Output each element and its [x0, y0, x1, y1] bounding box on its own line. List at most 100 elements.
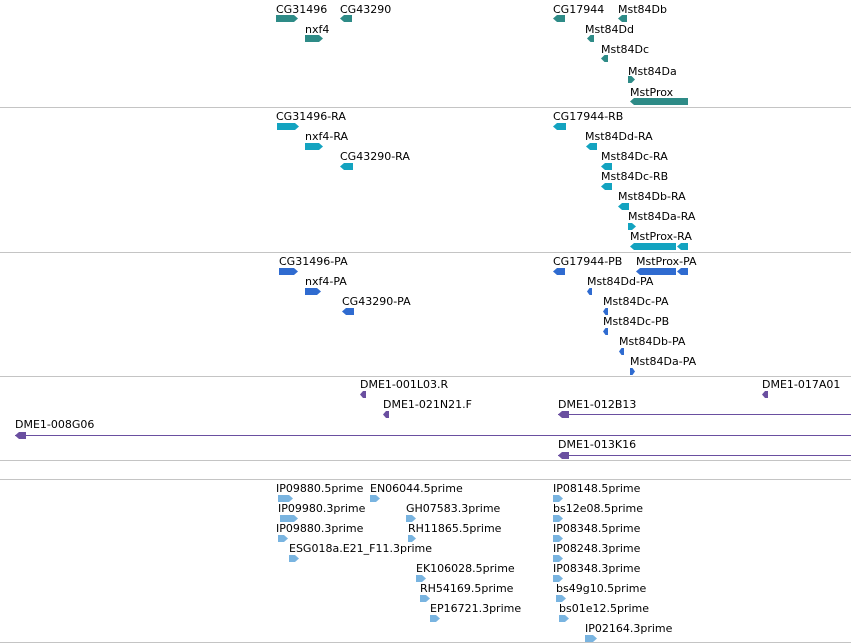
feature-label[interactable]: Mst84Dc-RA [601, 150, 668, 163]
feature-label[interactable]: MstProx-PA [636, 255, 697, 268]
feature-label[interactable]: IP09880.5prime [276, 482, 364, 495]
forward-arrow-icon[interactable] [585, 635, 597, 642]
reverse-arrow-icon[interactable] [15, 432, 26, 439]
feature-label[interactable]: IP08248.3prime [553, 542, 641, 555]
feature-label[interactable]: bs01e12.5prime [559, 602, 650, 615]
reverse-arrow-icon[interactable] [553, 268, 565, 275]
feature-label[interactable]: DME1-021N21.F [383, 398, 472, 411]
forward-arrow-icon[interactable] [289, 555, 299, 562]
feature-label[interactable]: Mst84Da-PA [630, 355, 697, 368]
forward-arrow-icon[interactable] [553, 495, 563, 502]
feature-label[interactable]: DME1-001L03.R [360, 378, 449, 391]
feature-label[interactable]: CG43290 [340, 3, 392, 16]
forward-arrow-icon[interactable] [553, 535, 563, 542]
reverse-arrow-icon[interactable] [383, 411, 389, 418]
feature-label[interactable]: IP09980.3prime [278, 502, 366, 515]
forward-arrow-icon[interactable] [630, 368, 635, 375]
feature-label[interactable]: CG31496-RA [276, 110, 346, 123]
reverse-arrow-icon[interactable] [630, 98, 688, 105]
forward-arrow-icon[interactable] [279, 268, 298, 275]
forward-arrow-icon[interactable] [276, 15, 298, 22]
feature-label[interactable]: Mst84Dd [585, 23, 634, 36]
feature-label[interactable]: EN06044.5prime [370, 482, 463, 495]
reverse-arrow-icon[interactable] [601, 183, 612, 190]
reverse-arrow-icon[interactable] [618, 203, 629, 210]
reverse-arrow-icon[interactable] [553, 123, 566, 130]
feature-label[interactable]: bs12e08.5prime [553, 502, 644, 515]
reverse-arrow-icon[interactable] [601, 55, 608, 62]
reverse-arrow-icon[interactable] [677, 268, 688, 275]
reverse-arrow-icon[interactable] [601, 163, 612, 170]
reverse-arrow-icon[interactable] [342, 308, 354, 315]
feature-label[interactable]: Mst84Dc [601, 43, 650, 56]
feature-label[interactable]: EP16721.3prime [430, 602, 522, 615]
reverse-arrow-icon[interactable] [558, 452, 569, 459]
reverse-arrow-icon[interactable] [630, 243, 676, 250]
feature-label[interactable]: IP08348.3prime [553, 562, 641, 575]
reverse-arrow-icon[interactable] [636, 268, 676, 275]
reverse-arrow-icon[interactable] [603, 328, 608, 335]
feature-label[interactable]: GH07583.3prime [406, 502, 501, 515]
feature-label[interactable]: nxf4-RA [305, 130, 349, 143]
feature-label[interactable]: RH54169.5prime [420, 582, 514, 595]
forward-arrow-icon[interactable] [305, 143, 323, 150]
forward-arrow-icon[interactable] [553, 515, 563, 522]
feature-label[interactable]: IP09880.3prime [276, 522, 364, 535]
feature-label[interactable]: CG31496-PA [279, 255, 348, 268]
reverse-arrow-icon[interactable] [603, 308, 608, 315]
feature-label[interactable]: CG43290-PA [342, 295, 411, 308]
reverse-arrow-icon[interactable] [360, 391, 366, 398]
feature-label[interactable]: nxf4-PA [305, 275, 347, 288]
feature-label[interactable]: Mst84Dd-RA [585, 130, 653, 143]
forward-arrow-icon[interactable] [553, 555, 563, 562]
feature-label[interactable]: Mst84Dd-PA [587, 275, 654, 288]
forward-arrow-icon[interactable] [278, 535, 288, 542]
feature-label[interactable]: IP08148.5prime [553, 482, 641, 495]
reverse-arrow-icon[interactable] [677, 243, 688, 250]
feature-label[interactable]: IP08348.5prime [553, 522, 641, 535]
feature-label[interactable]: CG17944-RB [553, 110, 624, 123]
feature-label[interactable]: Mst84Da [628, 65, 677, 78]
reverse-arrow-icon[interactable] [587, 288, 592, 295]
forward-arrow-icon[interactable] [370, 495, 380, 502]
forward-arrow-icon[interactable] [416, 575, 426, 582]
feature-label[interactable]: CG31496 [276, 3, 328, 16]
forward-arrow-icon[interactable] [305, 288, 321, 295]
forward-arrow-icon[interactable] [628, 223, 636, 230]
feature-label[interactable]: CG17944 [553, 3, 605, 16]
forward-arrow-icon[interactable] [553, 575, 563, 582]
feature-label[interactable]: Mst84Dc-PA [603, 295, 669, 308]
feature-label[interactable]: DME1-008G06 [15, 418, 95, 431]
feature-label[interactable]: Mst84Da-RA [628, 210, 696, 223]
forward-arrow-icon[interactable] [556, 595, 566, 602]
reverse-arrow-icon[interactable] [587, 35, 594, 42]
reverse-arrow-icon[interactable] [618, 15, 627, 22]
forward-arrow-icon[interactable] [305, 35, 323, 42]
reverse-arrow-icon[interactable] [558, 411, 569, 418]
reverse-arrow-icon[interactable] [340, 15, 352, 22]
reverse-arrow-icon[interactable] [340, 163, 353, 170]
feature-label[interactable]: MstProx-RA [630, 230, 692, 243]
forward-arrow-icon[interactable] [430, 615, 440, 622]
feature-label[interactable]: MstProx [630, 86, 674, 99]
feature-label[interactable]: bs49g10.5prime [556, 582, 647, 595]
forward-arrow-icon[interactable] [408, 535, 416, 542]
forward-arrow-icon[interactable] [280, 515, 298, 522]
reverse-arrow-icon[interactable] [619, 348, 624, 355]
feature-label[interactable]: DME1-017A01 [762, 378, 841, 391]
feature-label[interactable]: ESG018a.E21_F11.3prime [289, 542, 432, 555]
feature-label[interactable]: CG17944-PB [553, 255, 623, 268]
feature-label[interactable]: DME1-012B13 [558, 398, 637, 411]
feature-label[interactable]: Mst84Db-PA [619, 335, 686, 348]
feature-label[interactable]: RH11865.5prime [408, 522, 502, 535]
reverse-arrow-icon[interactable] [762, 391, 768, 398]
reverse-arrow-icon[interactable] [586, 143, 597, 150]
forward-arrow-icon[interactable] [559, 615, 569, 622]
feature-label[interactable]: CG43290-RA [340, 150, 410, 163]
feature-label[interactable]: Mst84Db [618, 3, 667, 16]
forward-arrow-icon[interactable] [406, 515, 416, 522]
feature-label[interactable]: Mst84Db-RA [618, 190, 686, 203]
forward-arrow-icon[interactable] [278, 495, 293, 502]
feature-label[interactable]: Mst84Dc-PB [603, 315, 670, 328]
forward-arrow-icon[interactable] [628, 76, 635, 83]
